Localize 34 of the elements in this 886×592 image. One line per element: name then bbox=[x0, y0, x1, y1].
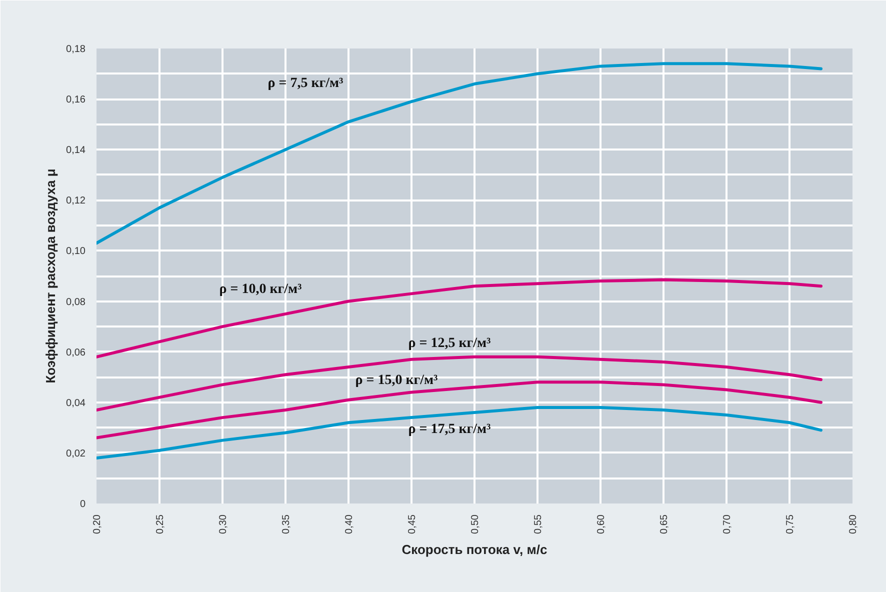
y-tick-label: 0,18 bbox=[66, 44, 86, 55]
x-tick-label: 0,70 bbox=[722, 514, 733, 534]
series-label: ρ = 17,5 кг/м³ bbox=[408, 422, 491, 438]
x-tick-label: 0,30 bbox=[218, 514, 229, 534]
line-series bbox=[96, 278, 822, 358]
y-tick-label: 0,02 bbox=[66, 448, 86, 460]
x-tick-label: 0,75 bbox=[785, 514, 796, 534]
x-tick-label: 0,45 bbox=[407, 514, 418, 534]
y-tick-label: 0,10 bbox=[66, 246, 86, 258]
x-tick-label: 0,60 bbox=[596, 514, 607, 534]
x-tick-label: 0,50 bbox=[470, 514, 481, 534]
x-axis-title: Скорость потока v, м/с bbox=[402, 542, 548, 557]
x-tick-label: 0,65 bbox=[659, 514, 670, 534]
y-tick-label: 0 bbox=[80, 499, 86, 510]
x-tick-label: 0,20 bbox=[92, 514, 103, 534]
line-series bbox=[96, 406, 822, 460]
line-series bbox=[96, 355, 822, 412]
series-label: ρ = 12,5 кг/м³ bbox=[408, 336, 491, 351]
y-tick-label: 0,12 bbox=[66, 196, 86, 207]
line-series bbox=[96, 62, 822, 245]
y-axis-title: Коэффициент расхода воздуха μ bbox=[43, 168, 58, 384]
y-tick-label: 0,06 bbox=[66, 347, 86, 358]
x-tick-label: 0,25 bbox=[155, 514, 166, 534]
y-tick-label: 0,16 bbox=[66, 94, 86, 106]
x-tick-label: 0,80 bbox=[848, 514, 859, 534]
y-tick-label: 0,14 bbox=[66, 145, 86, 156]
text: ρ = 7,5 кг/м³ bbox=[268, 76, 344, 92]
series-label: ρ = 15,0 кг/м³ bbox=[355, 372, 438, 388]
series-label: ρ = 10,0 кг/м³ bbox=[219, 282, 302, 298]
y-tick-label: 0,08 bbox=[66, 296, 86, 308]
x-tick-label: 0,35 bbox=[281, 514, 292, 534]
y-tick-label: 0,04 bbox=[66, 398, 86, 409]
x-tick-label: 0,40 bbox=[344, 514, 355, 534]
x-tick-label: 0,55 bbox=[533, 514, 544, 534]
